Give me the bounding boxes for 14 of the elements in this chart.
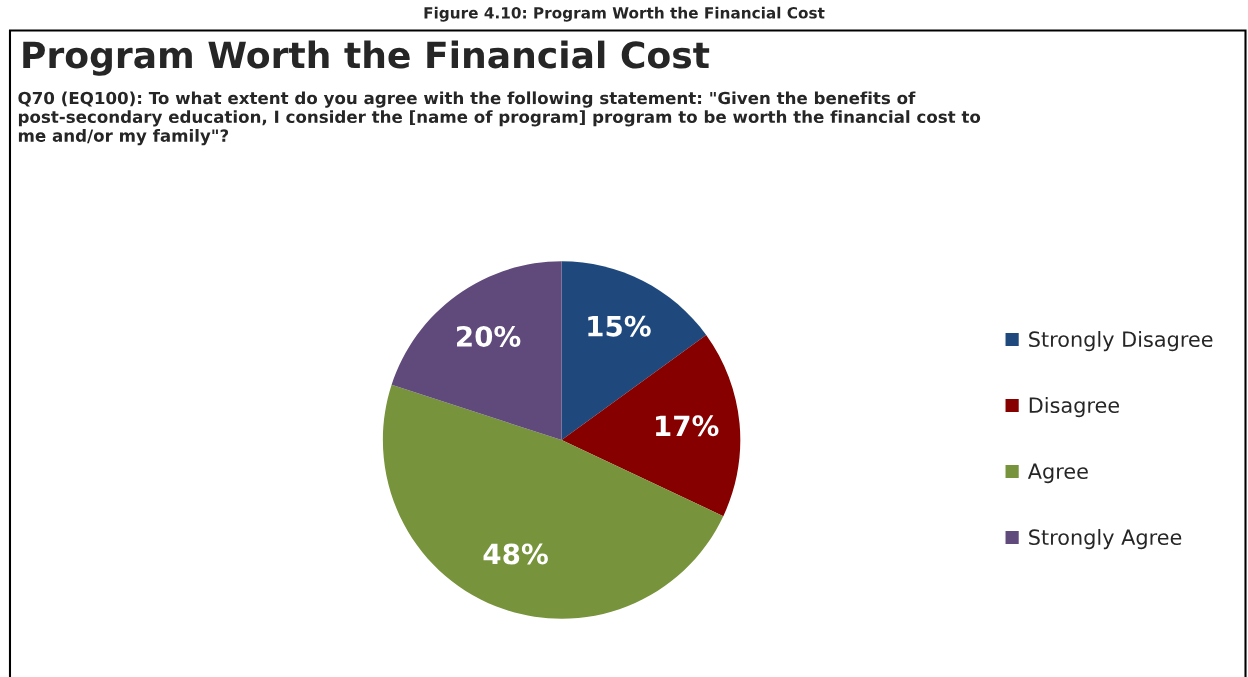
data-label: 15%: [588, 315, 651, 337]
pie-slice: [561, 335, 741, 517]
data-label: 20%: [457, 325, 521, 347]
legend-label: Disagree: [1029, 396, 1120, 418]
legend-label: Strongly Disagree: [1029, 330, 1213, 352]
legend-label: Strongly Agree: [1029, 528, 1182, 550]
caption: Figure 4.10: Program Worth the Financial Cost: [424, 6, 825, 22]
pie-slice: [391, 261, 562, 441]
data-label: 48%: [483, 543, 548, 565]
chart-title: Program Worth the Financial Cost: [23, 40, 710, 76]
pie-slice: [382, 384, 724, 619]
chart-subtitle: Q70 (EQ100): To what extent do you agree with the following statement: "Given the benefits of post-secondary education, I consider the [name of program] program to be worth the financial cost to me and/or my family"?: [18, 91, 981, 146]
legend-label: Agree: [1027, 463, 1088, 484]
data-label: 17%: [656, 415, 719, 437]
